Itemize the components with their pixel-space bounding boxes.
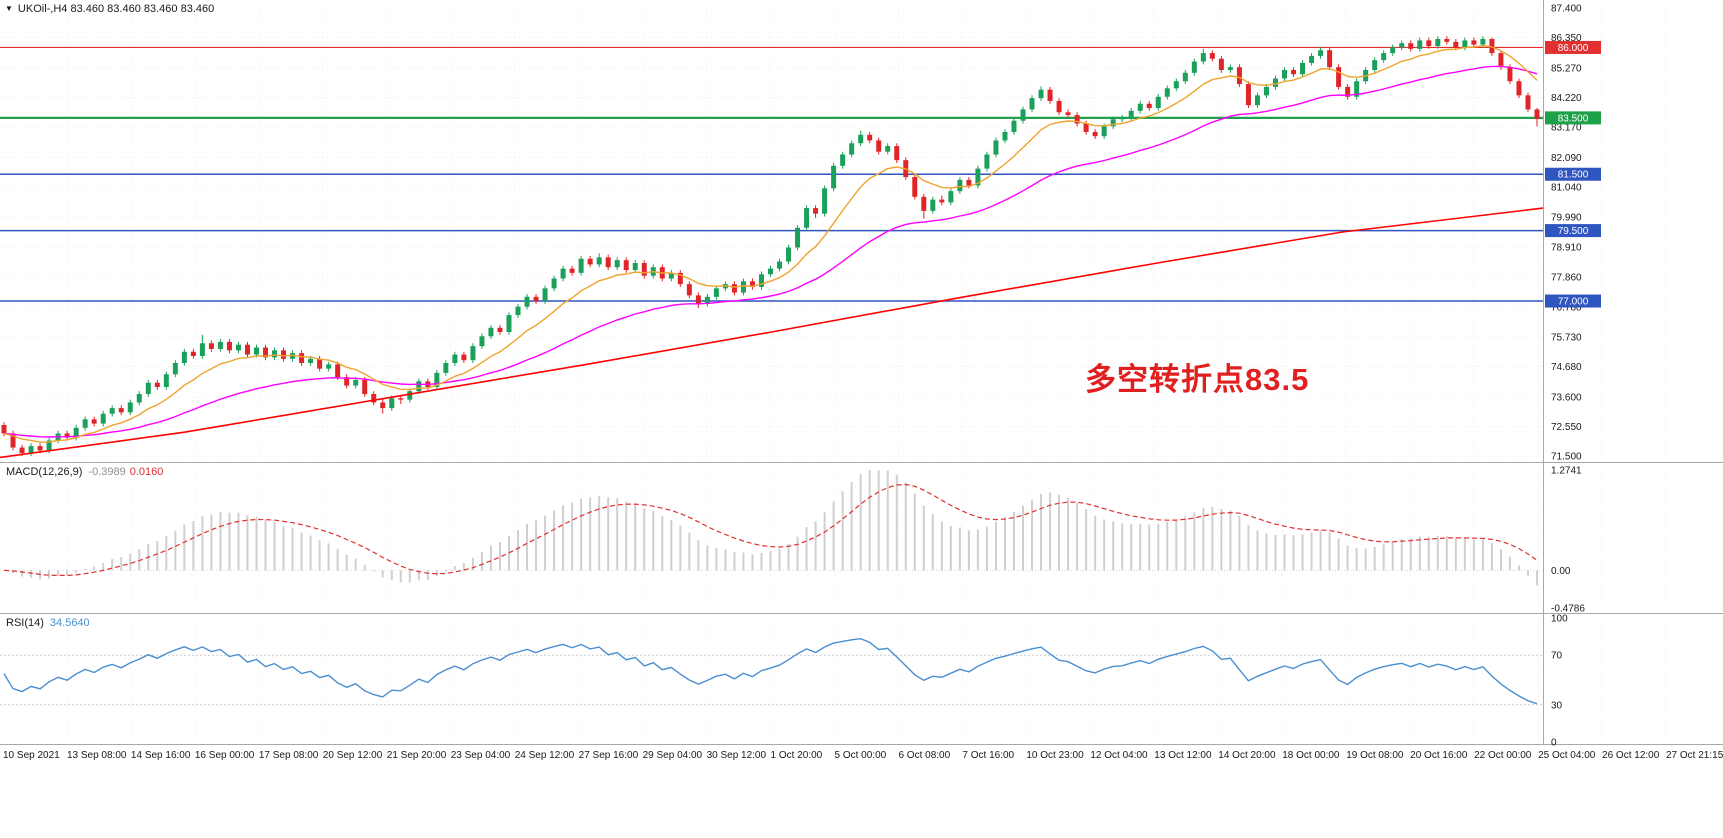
svg-text:79.990: 79.990 — [1551, 212, 1582, 223]
svg-text:7 Oct 16:00: 7 Oct 16:00 — [962, 750, 1014, 761]
svg-text:27 Sep 16:00: 27 Sep 16:00 — [579, 750, 639, 761]
macd-label: MACD(12,26,9) -0.3989 0.0160 — [6, 466, 163, 478]
svg-text:18 Oct 00:00: 18 Oct 00:00 — [1282, 750, 1340, 761]
svg-text:86.000: 86.000 — [1558, 43, 1589, 54]
svg-text:84.220: 84.220 — [1551, 93, 1582, 104]
symbol-dropdown-icon[interactable]: ▼ — [5, 4, 13, 13]
svg-text:14 Oct 20:00: 14 Oct 20:00 — [1218, 750, 1276, 761]
svg-text:20 Sep 12:00: 20 Sep 12:00 — [323, 750, 383, 761]
svg-text:81.500: 81.500 — [1558, 170, 1589, 181]
svg-text:70: 70 — [1551, 651, 1563, 662]
svg-text:6 Oct 08:00: 6 Oct 08:00 — [898, 750, 950, 761]
svg-text:12 Oct 04:00: 12 Oct 04:00 — [1090, 750, 1148, 761]
svg-text:20 Oct 16:00: 20 Oct 16:00 — [1410, 750, 1468, 761]
svg-text:16 Sep 00:00: 16 Sep 00:00 — [195, 750, 255, 761]
macd-histogram — [12, 470, 1538, 586]
macd-value-signal: 0.0160 — [129, 466, 164, 478]
macd-name: MACD(12,26,9) — [6, 466, 83, 478]
svg-text:29 Sep 04:00: 29 Sep 04:00 — [643, 750, 703, 761]
svg-text:17 Sep 08:00: 17 Sep 08:00 — [259, 750, 319, 761]
price-badge — [1545, 224, 1601, 238]
candles-layer — [1, 36, 1540, 456]
svg-text:21 Sep 20:00: 21 Sep 20:00 — [387, 750, 447, 761]
svg-text:13 Oct 12:00: 13 Oct 12:00 — [1154, 750, 1212, 761]
svg-text:14 Sep 16:00: 14 Sep 16:00 — [131, 750, 191, 761]
svg-text:83.500: 83.500 — [1558, 113, 1589, 124]
svg-text:24 Sep 12:00: 24 Sep 12:00 — [515, 750, 575, 761]
ma-slow-line — [0, 207, 1544, 459]
svg-text:100: 100 — [1551, 614, 1568, 625]
svg-text:77.000: 77.000 — [1558, 297, 1589, 308]
rsi-label: RSI(14) 34.5640 — [6, 617, 90, 629]
rsi-value: 34.5640 — [49, 617, 90, 629]
symbol-ohlc-label: UKOil-,H4 83.460 83.460 83.460 83.460 — [17, 3, 215, 15]
ma-mid-line — [3, 65, 1538, 438]
svg-text:23 Sep 04:00: 23 Sep 04:00 — [451, 750, 511, 761]
symbol-info: ▼ UKOil-,H4 83.460 83.460 83.460 83.460 — [5, 3, 214, 15]
svg-text:71.500: 71.500 — [1551, 452, 1582, 463]
svg-text:85.270: 85.270 — [1551, 64, 1582, 75]
macd-signal-line — [3, 483, 1538, 577]
svg-text:76.780: 76.780 — [1551, 303, 1582, 314]
svg-text:1 Oct 20:00: 1 Oct 20:00 — [771, 750, 823, 761]
macd-value-main: -0.3989 — [88, 466, 126, 478]
chart-annotation: 多空转折点83.5 — [1085, 362, 1310, 397]
svg-text:74.680: 74.680 — [1551, 362, 1582, 373]
svg-text:19 Oct 08:00: 19 Oct 08:00 — [1346, 750, 1404, 761]
svg-text:0.00: 0.00 — [1551, 566, 1571, 577]
panel-separators — [0, 0, 1723, 745]
rsi-line — [3, 637, 1538, 705]
svg-text:30 Sep 12:00: 30 Sep 12:00 — [707, 750, 767, 761]
svg-text:75.730: 75.730 — [1551, 332, 1582, 343]
svg-text:83.170: 83.170 — [1551, 123, 1582, 134]
price-badge — [1545, 294, 1601, 308]
svg-text:22 Oct 00:00: 22 Oct 00:00 — [1474, 750, 1532, 761]
svg-text:73.600: 73.600 — [1551, 392, 1582, 403]
svg-text:0: 0 — [1551, 738, 1557, 749]
svg-text:26 Oct 12:00: 26 Oct 12:00 — [1602, 750, 1660, 761]
svg-text:27 Oct 21:15: 27 Oct 21:15 — [1666, 750, 1723, 761]
svg-text:87.400: 87.400 — [1551, 4, 1582, 15]
svg-text:79.500: 79.500 — [1558, 226, 1589, 237]
time-axis-labels[interactable]: 10 Sep 2021 13 Sep 08:00 14 Sep 16:00 16 Se… — [3, 750, 1723, 761]
price-badge — [1545, 167, 1601, 181]
svg-text:82.090: 82.090 — [1551, 153, 1582, 164]
svg-text:10 Sep 2021: 10 Sep 2021 — [3, 750, 60, 761]
svg-text:25 Oct 04:00: 25 Oct 04:00 — [1538, 750, 1596, 761]
svg-text:13 Sep 08:00: 13 Sep 08:00 — [67, 750, 127, 761]
rsi-name: RSI(14) — [6, 617, 44, 629]
svg-text:1.2741: 1.2741 — [1551, 466, 1582, 477]
price-badge — [1545, 111, 1601, 125]
svg-text:72.550: 72.550 — [1551, 422, 1582, 433]
svg-text:-0.4786: -0.4786 — [1551, 604, 1585, 615]
price-lines-layer — [0, 46, 1543, 302]
svg-text:86.350: 86.350 — [1551, 33, 1582, 44]
price-badge — [1545, 40, 1601, 54]
svg-text:78.910: 78.910 — [1551, 243, 1582, 254]
svg-text:5 Oct 00:00: 5 Oct 00:00 — [835, 750, 887, 761]
svg-text:30: 30 — [1551, 700, 1563, 711]
ma-fast-line — [3, 44, 1538, 443]
svg-text:81.040: 81.040 — [1551, 183, 1582, 194]
svg-text:77.860: 77.860 — [1551, 272, 1582, 283]
svg-text:10 Oct 23:00: 10 Oct 23:00 — [1026, 750, 1084, 761]
price-scale[interactable]: 87.400 86.350 85.270 84.220 83.170 82.090 81.0… — [1545, 4, 1601, 749]
